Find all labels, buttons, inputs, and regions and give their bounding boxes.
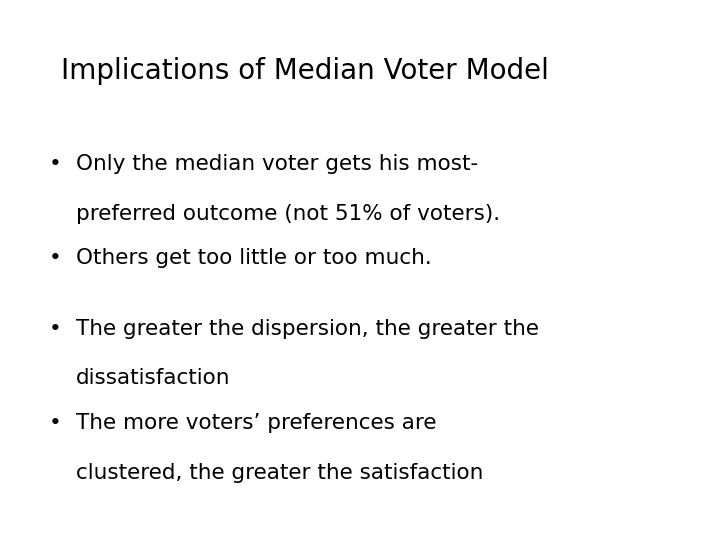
Text: Others get too little or too much.: Others get too little or too much. [76,248,431,268]
Text: preferred outcome (not 51% of voters).: preferred outcome (not 51% of voters). [76,204,500,224]
Text: The more voters’ preferences are: The more voters’ preferences are [76,413,436,433]
Text: •: • [49,319,62,339]
Text: Implications of Median Voter Model: Implications of Median Voter Model [61,57,549,85]
Text: The greater the dispersion, the greater the: The greater the dispersion, the greater … [76,319,539,339]
Text: •: • [49,248,62,268]
Text: •: • [49,154,62,174]
Text: Only the median voter gets his most-: Only the median voter gets his most- [76,154,478,174]
Text: clustered, the greater the satisfaction: clustered, the greater the satisfaction [76,463,483,483]
Text: •: • [49,413,62,433]
Text: dissatisfaction: dissatisfaction [76,368,230,388]
